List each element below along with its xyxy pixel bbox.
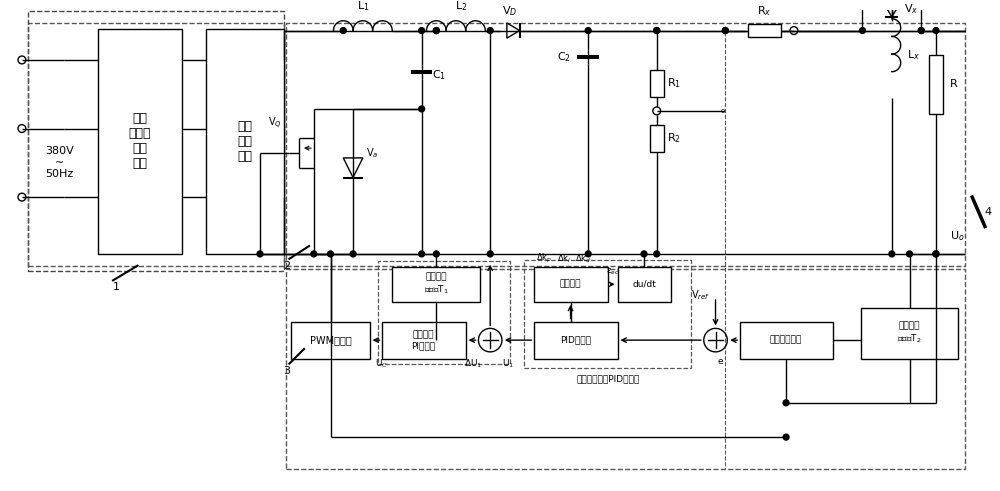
Text: V$_Q$: V$_Q$: [268, 116, 282, 131]
Circle shape: [918, 27, 924, 33]
Circle shape: [933, 27, 939, 33]
Text: Δk$_i$: Δk$_i$: [557, 252, 571, 265]
Text: L$_x$: L$_x$: [907, 48, 920, 62]
Text: L$_2$: L$_2$: [455, 0, 467, 13]
Text: R$_x$: R$_x$: [757, 4, 772, 18]
Text: C$_1$: C$_1$: [432, 68, 446, 82]
Bar: [534, 267, 608, 302]
Bar: [28, 11, 284, 271]
Bar: [28, 23, 284, 266]
Bar: [286, 269, 965, 469]
Circle shape: [257, 251, 263, 257]
Text: PWM变换器: PWM变换器: [310, 335, 351, 345]
Text: 模糊规则: 模糊规则: [560, 280, 581, 289]
Text: o: o: [720, 108, 725, 114]
Circle shape: [311, 251, 317, 257]
Bar: [382, 322, 466, 359]
Text: 380V
~
50Hz: 380V ~ 50Hz: [45, 146, 74, 179]
Circle shape: [654, 251, 660, 257]
Text: U$_o$: U$_o$: [950, 229, 965, 243]
Bar: [206, 28, 284, 254]
Bar: [98, 28, 182, 254]
Circle shape: [585, 251, 591, 257]
Text: L$_1$: L$_1$: [357, 0, 369, 13]
Circle shape: [654, 27, 660, 33]
Bar: [378, 261, 510, 364]
Text: C$_2$: C$_2$: [557, 50, 571, 64]
Bar: [650, 70, 664, 97]
Circle shape: [654, 27, 660, 33]
Text: Δk$_p$: Δk$_p$: [536, 252, 552, 265]
Text: 1: 1: [112, 282, 119, 292]
Bar: [286, 23, 965, 266]
Text: 电压采样电路: 电压采样电路: [770, 336, 802, 345]
Text: V$_{ref}$: V$_{ref}$: [691, 288, 710, 302]
Circle shape: [419, 106, 425, 112]
Circle shape: [918, 27, 924, 33]
Circle shape: [487, 27, 493, 33]
Bar: [534, 322, 618, 359]
Bar: [740, 322, 833, 359]
Circle shape: [419, 27, 425, 33]
Text: R: R: [950, 80, 957, 89]
Bar: [392, 267, 480, 302]
Circle shape: [487, 251, 493, 257]
Circle shape: [433, 251, 439, 257]
Bar: [650, 125, 664, 152]
Text: U$_C$: U$_C$: [375, 357, 388, 370]
Text: 霍尔电流
传感器T$_1$: 霍尔电流 传感器T$_1$: [424, 273, 449, 296]
Text: 4: 4: [984, 207, 991, 217]
Text: 霍尔电流
传感器T$_2$: 霍尔电流 传感器T$_2$: [897, 322, 922, 345]
Bar: [291, 322, 370, 359]
Text: R$_2$: R$_2$: [667, 132, 681, 145]
Circle shape: [907, 251, 912, 257]
Circle shape: [889, 251, 895, 257]
Bar: [929, 55, 943, 114]
Text: 3: 3: [283, 365, 290, 376]
Text: PID控制器: PID控制器: [560, 336, 591, 345]
Circle shape: [350, 251, 356, 257]
Circle shape: [340, 27, 346, 33]
Text: du/dt: du/dt: [632, 280, 656, 289]
Circle shape: [860, 27, 865, 33]
Circle shape: [433, 27, 439, 33]
Bar: [524, 260, 691, 368]
Bar: [618, 267, 671, 302]
Circle shape: [933, 251, 939, 257]
Text: 整流
滤波
电路: 整流 滤波 电路: [238, 120, 253, 163]
Circle shape: [783, 434, 789, 440]
Circle shape: [433, 27, 439, 33]
Text: 电压外环模糊PID控制器: 电压外环模糊PID控制器: [576, 374, 639, 383]
Circle shape: [419, 251, 425, 257]
Text: V$_a$: V$_a$: [366, 146, 379, 160]
Text: V$_x$: V$_x$: [904, 2, 919, 16]
Text: U$_1$: U$_1$: [502, 357, 514, 370]
Circle shape: [585, 27, 591, 33]
Circle shape: [783, 400, 789, 406]
Text: V$_D$: V$_D$: [502, 4, 517, 18]
Text: Δk$_d$: Δk$_d$: [575, 252, 591, 265]
Text: R$_1$: R$_1$: [667, 77, 681, 90]
Text: e: e: [718, 357, 723, 366]
Circle shape: [328, 251, 333, 257]
Bar: [861, 308, 958, 359]
Circle shape: [933, 251, 939, 257]
Text: ε$_{ec}$: ε$_{ec}$: [606, 266, 619, 277]
Circle shape: [641, 251, 647, 257]
Circle shape: [722, 27, 728, 33]
Text: 电流内环
PI控制器: 电流内环 PI控制器: [412, 330, 436, 350]
Text: ΔU$_1$: ΔU$_1$: [464, 357, 483, 370]
Circle shape: [722, 27, 728, 33]
Text: 2: 2: [283, 261, 290, 271]
Text: 三相
变压器
升压
电路: 三相 变压器 升压 电路: [129, 112, 151, 170]
Bar: [748, 24, 781, 37]
